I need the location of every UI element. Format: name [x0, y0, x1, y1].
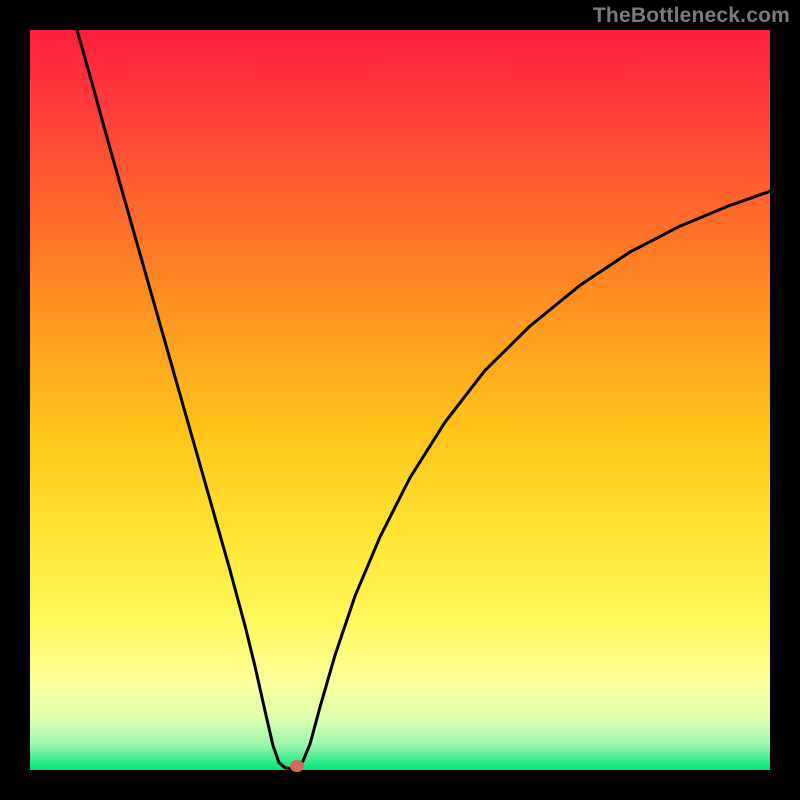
curve-layer — [30, 30, 770, 770]
watermark-text: TheBottleneck.com — [593, 4, 790, 28]
canvas-root: TheBottleneck.com — [0, 0, 800, 800]
plot-area — [30, 30, 770, 770]
bottleneck-curve — [77, 30, 770, 769]
optimum-marker — [290, 760, 304, 772]
